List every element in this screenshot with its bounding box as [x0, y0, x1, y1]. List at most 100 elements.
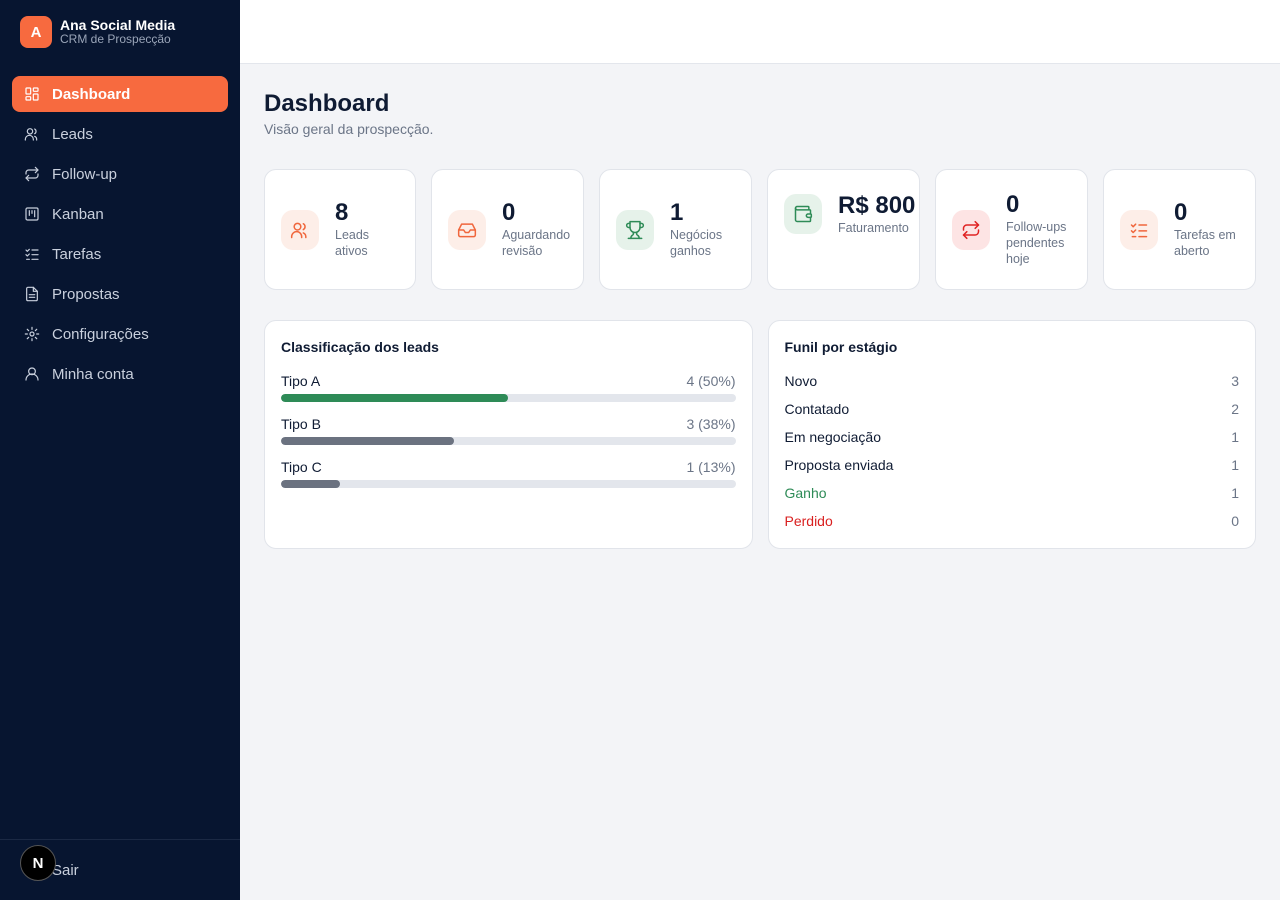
stat-value: 0 — [1174, 198, 1188, 226]
sidebar-item-tarefas[interactable]: Tarefas — [12, 236, 228, 272]
brand-subtitle: CRM de Prospecção — [60, 32, 171, 47]
classification-row: Tipo A 4 (50%) — [281, 373, 736, 402]
stat-label: Follow-ups pendentes hoje — [1006, 219, 1067, 266]
sidebar-item-minha-conta[interactable]: Minha conta — [12, 356, 228, 392]
stat-label: Leads ativos — [335, 227, 370, 258]
funnel-row: Perdido 0 — [785, 513, 1240, 541]
funnel-stage-count: 3 — [1231, 373, 1239, 389]
sidebar-item-label: Leads — [52, 125, 93, 143]
main-content: Dashboard Visão geral da prospecção. 8 Le… — [264, 90, 1256, 549]
stat-value: R$ 800 — [838, 192, 916, 219]
sidebar-item-propostas[interactable]: Propostas — [12, 276, 228, 312]
funnel-stage-label: Em negociação — [784, 429, 882, 445]
stats-row: 8 Leads ativos 0 Aguardando revisão 1 Negócio… — [264, 169, 1256, 290]
classification-count: 4 (50%) — [686, 373, 736, 389]
sidebar-item-dashboard[interactable]: Dashboard — [12, 76, 228, 112]
brand: A Ana Social Media CRM de Prospecção — [0, 0, 240, 64]
brand-name: Ana Social Media — [60, 17, 176, 34]
stat-value: 1 — [670, 198, 684, 226]
dashboard-icon — [24, 86, 40, 102]
classification-title: Classificação dos leads — [281, 339, 439, 355]
funnel-stage-label: Proposta enviada — [784, 457, 894, 473]
stat-card: 0 Tarefas em aberto — [1103, 169, 1256, 290]
gear-icon — [24, 326, 40, 342]
funnel-stage-count: 2 — [1231, 401, 1239, 417]
user-icon — [24, 366, 40, 382]
inbox-icon — [448, 209, 486, 250]
stat-card: R$ 800 Faturamento — [767, 169, 920, 290]
sidebar-item-configura-es[interactable]: Configurações — [12, 316, 228, 352]
sidebar-item-label: Follow-up — [52, 165, 118, 183]
progress-track — [281, 437, 736, 445]
sidebar-item-label: Tarefas — [52, 245, 102, 263]
repeat-icon — [952, 209, 990, 250]
classification-label: Tipo C — [281, 459, 322, 475]
stat-card: 8 Leads ativos — [264, 169, 416, 290]
sidebar-item-leads[interactable]: Leads — [12, 116, 228, 152]
classification-row: Tipo B 3 (38%) — [281, 416, 736, 445]
brand-logo: A — [20, 16, 52, 48]
trophy-icon — [616, 209, 654, 250]
sidebar-item-follow-up[interactable]: Follow-up — [12, 156, 228, 192]
stat-value: 0 — [502, 198, 516, 226]
document-icon — [24, 286, 40, 302]
users-icon — [24, 126, 40, 142]
stat-label: Tarefas em aberto — [1174, 227, 1236, 258]
stat-card: 0 Aguardando revisão — [431, 169, 584, 290]
funnel-stage-count: 1 — [1231, 457, 1239, 473]
funnel-stage-label: Ganho — [784, 485, 827, 501]
progress-track — [281, 394, 736, 402]
sidebar: A Ana Social Media CRM de Prospecção Das… — [0, 0, 240, 900]
progress-fill — [281, 480, 341, 488]
checklist-icon — [24, 246, 40, 262]
page-title: Dashboard — [264, 90, 390, 117]
funnel-stage-label: Contatado — [784, 401, 850, 417]
funnel-row: Proposta enviada 1 — [785, 457, 1240, 485]
kanban-icon — [24, 206, 40, 222]
classification-label: Tipo A — [281, 373, 321, 389]
stat-card: 0 Follow-ups pendentes hoje — [935, 169, 1088, 290]
funnel-row: Contatado 2 — [785, 401, 1240, 429]
checklist-icon — [1120, 209, 1158, 250]
funnel-panel: Funil por estágio Novo 3 Contatado 2 Em nego… — [767, 320, 1256, 549]
progress-fill — [281, 394, 509, 402]
page-subtitle: Visão geral da prospecção. — [264, 121, 434, 137]
sidebar-nav: Dashboard Leads Follow-up Kanban Tarefas Prop… — [0, 64, 240, 392]
funnel-stage-count: 1 — [1231, 429, 1239, 445]
repeat-icon — [24, 166, 40, 182]
logout-button[interactable]: Sair — [52, 862, 79, 879]
top-bar — [240, 0, 1280, 64]
sidebar-item-label: Propostas — [52, 285, 120, 303]
sidebar-item-kanban[interactable]: Kanban — [12, 196, 228, 232]
classification-label: Tipo B — [281, 416, 321, 432]
funnel-stage-count: 0 — [1231, 513, 1239, 529]
funnel-title: Funil por estágio — [784, 339, 898, 355]
funnel-stage-label: Novo — [784, 373, 818, 389]
stat-label: Faturamento — [838, 221, 909, 235]
sidebar-footer: Sair N — [0, 839, 240, 900]
funnel-stage-label: Perdido — [784, 513, 833, 529]
funnel-stage-count: 1 — [1231, 485, 1239, 501]
stat-value: 0 — [1006, 190, 1020, 218]
sidebar-item-label: Dashboard — [52, 85, 131, 103]
progress-fill — [281, 437, 454, 445]
stat-value: 8 — [335, 198, 349, 226]
funnel-row: Ganho 1 — [785, 485, 1240, 513]
users-icon — [281, 209, 319, 250]
stat-label: Negócios ganhos — [670, 227, 723, 258]
sidebar-item-label: Kanban — [52, 205, 104, 223]
sidebar-item-label: Minha conta — [52, 365, 134, 383]
dev-badge[interactable]: N — [20, 845, 56, 881]
classification-row: Tipo C 1 (13%) — [281, 459, 736, 488]
classification-count: 3 (38%) — [686, 416, 736, 432]
funnel-row: Em negociação 1 — [785, 429, 1240, 457]
stat-card: 1 Negócios ganhos — [599, 169, 752, 290]
progress-track — [281, 480, 736, 488]
sidebar-item-label: Configurações — [52, 325, 149, 343]
classification-count: 1 (13%) — [686, 459, 736, 475]
funnel-row: Novo 3 — [785, 373, 1240, 401]
stat-label: Aguardando revisão — [502, 227, 571, 258]
wallet-icon — [784, 194, 822, 234]
